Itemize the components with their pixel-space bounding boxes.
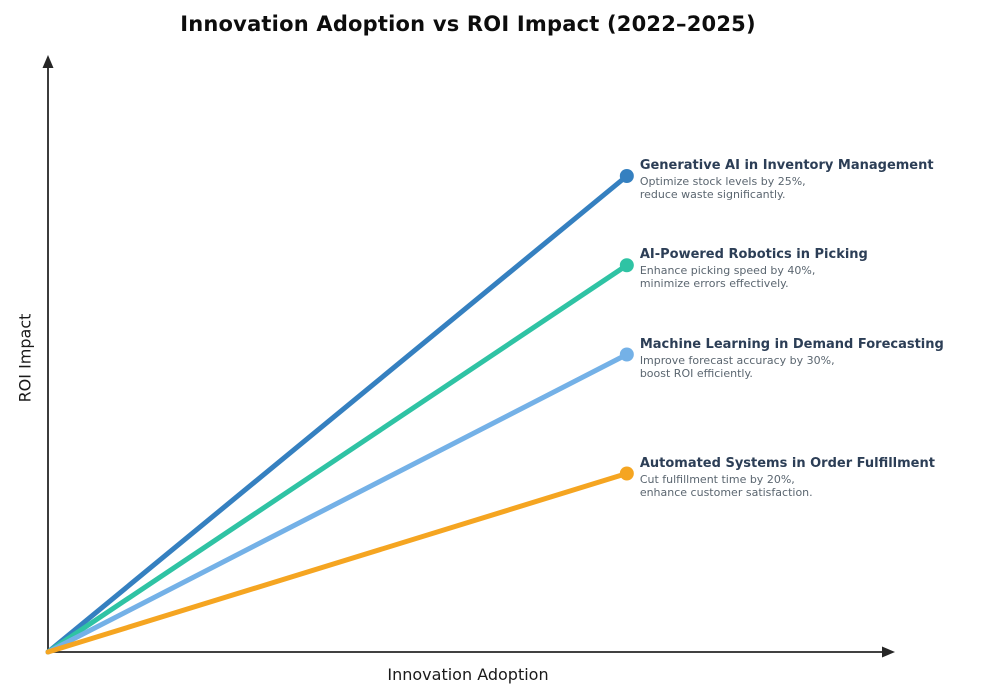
annotation-desc-line: Improve forecast accuracy by 30%, (639, 353, 835, 367)
annotation-desc-line: reduce waste significantly. (639, 188, 786, 201)
annotation-desc-line: Optimize stock levels by 25%, (639, 175, 806, 188)
trend-line (45, 262, 630, 655)
annotation-desc-line: boost ROI efficiently. (639, 366, 753, 380)
annotation-desc-line: enhance customer satisfaction. (639, 485, 813, 499)
annotation-title: Automated Systems in Order Fulfillment (639, 455, 935, 471)
x-axis-label: Innovation Adoption (387, 665, 549, 684)
annotation-ai-robotics: AI-Powered Robotics in Picking Enhance p… (640, 247, 868, 290)
data-point-marker (619, 347, 634, 362)
annotation-desc-line: minimize errors effectively. (639, 277, 789, 291)
y-axis-label: ROI Impact (15, 313, 35, 403)
data-point-marker (619, 258, 634, 273)
y-axis-arrow-icon (42, 55, 54, 68)
chart-title: Innovation Adoption vs ROI Impact (2022–… (180, 12, 756, 36)
annotation-title: Generative AI in Inventory Management (639, 158, 934, 173)
annotation-automated-systems: Automated Systems in Order Fulfillment C… (640, 456, 935, 499)
annotation-title: Machine Learning in Demand Forecasting (639, 336, 944, 352)
annotation-title: AI-Powered Robotics in Picking (639, 247, 868, 263)
trend-line (45, 173, 630, 655)
annotation-machine-learning: Machine Learning in Demand Forecasting I… (640, 337, 944, 380)
annotation-desc-line: Enhance picking speed by 40%, (639, 264, 816, 278)
data-point-marker (619, 169, 634, 183)
x-axis-arrow-icon (882, 646, 895, 658)
annotation-generative-ai: Generative AI in Inventory Management Op… (640, 158, 934, 201)
trend-line (45, 352, 630, 655)
trend-line (45, 471, 630, 655)
annotation-desc-line: Cut fulfillment time by 20%, (639, 472, 795, 486)
data-point-marker (619, 466, 634, 481)
